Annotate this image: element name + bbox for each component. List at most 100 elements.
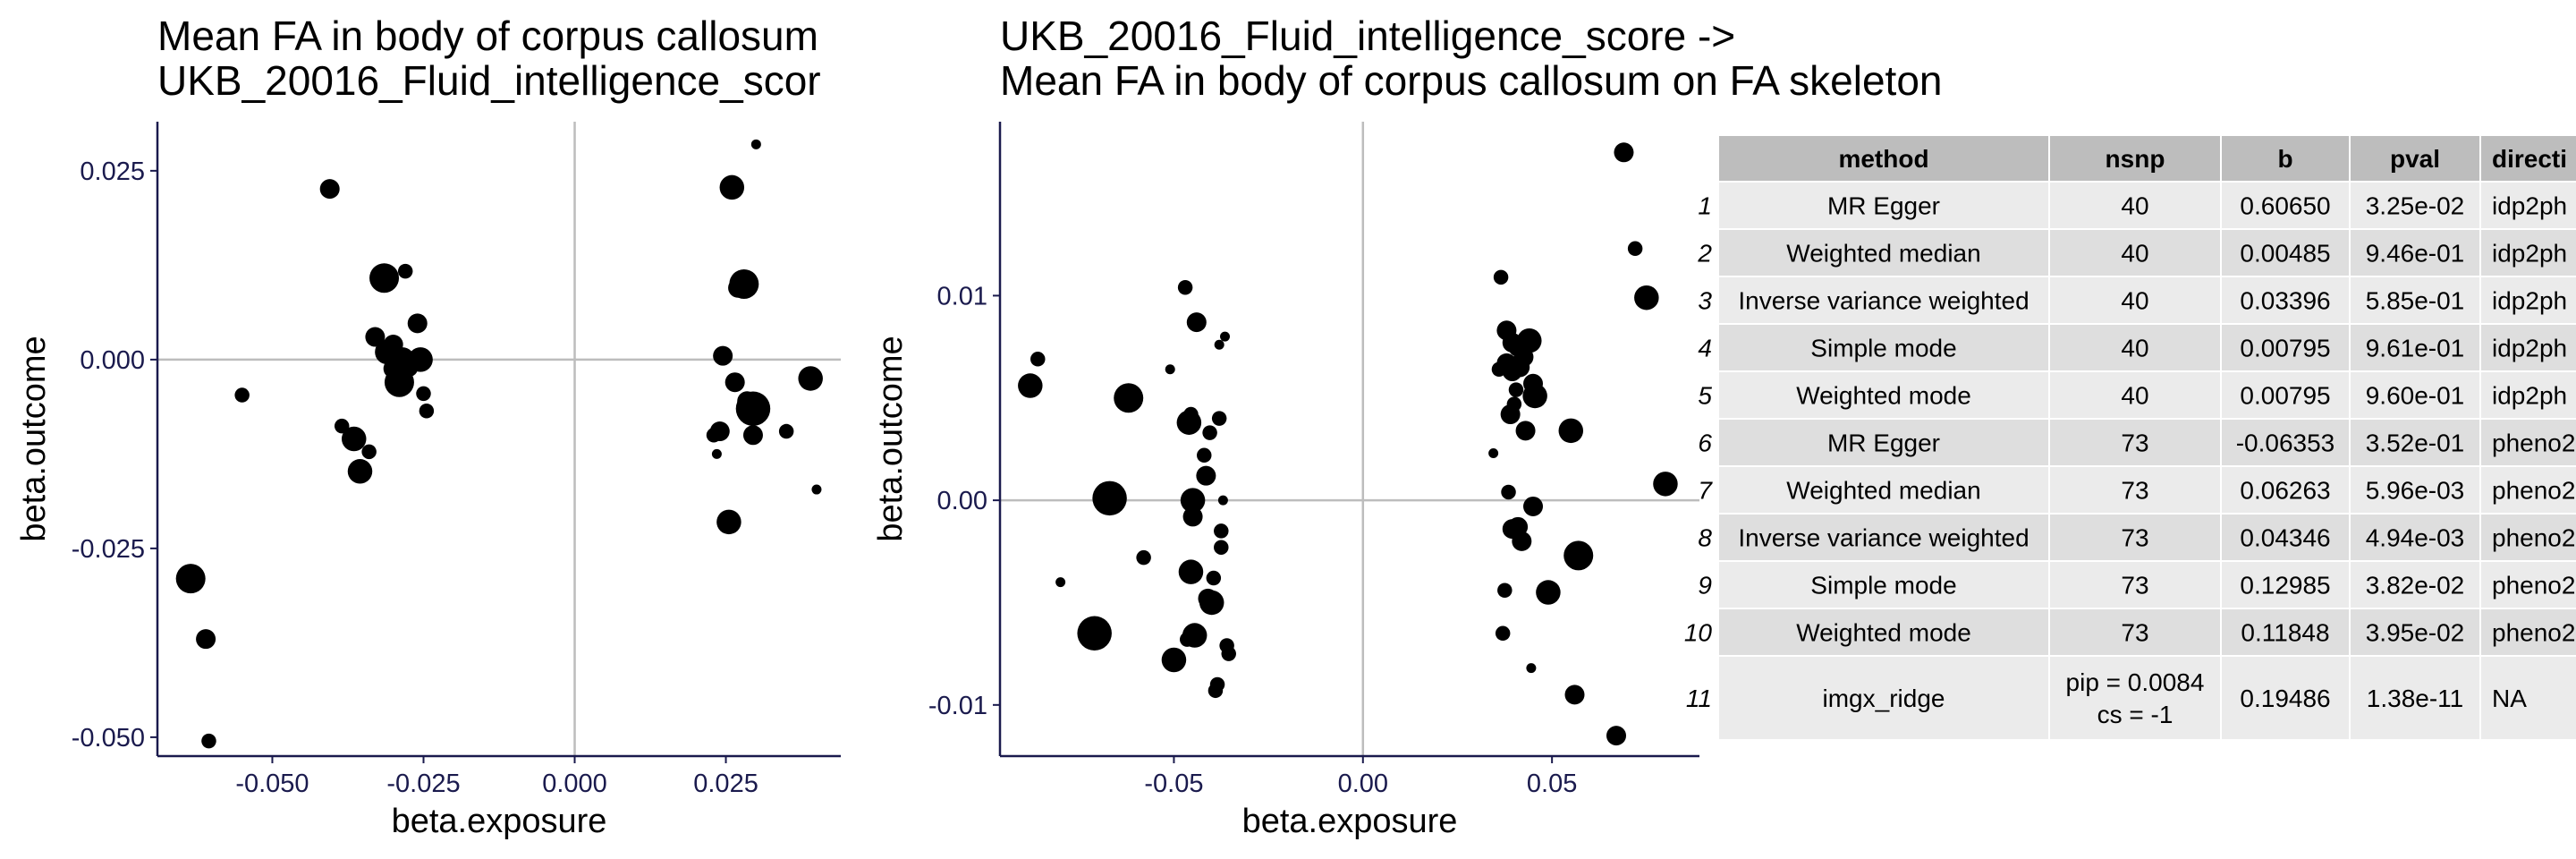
table-cell-nsnp: 40 [2121, 192, 2148, 220]
y-tick-label: 0.00 [937, 487, 987, 515]
scatter-point [1220, 331, 1231, 342]
table-cell-direction: idp2ph [2492, 335, 2567, 362]
scatter-point [1653, 472, 1678, 497]
table-cell [1719, 230, 2048, 276]
scatter-point [1214, 339, 1224, 350]
table-row-index: 1 [1698, 192, 1712, 220]
table-cell [2050, 230, 2220, 276]
table-row-index: 10 [1684, 619, 1713, 647]
table-cell-pval: 5.85e-01 [2366, 287, 2465, 315]
table-cell [1719, 372, 2048, 418]
table-cell-pval: 4.94e-03 [2366, 524, 2465, 552]
table-cell [2481, 609, 2576, 655]
table-cell [1719, 609, 2048, 655]
scatter-point [1214, 523, 1229, 539]
scatter-point [742, 425, 763, 446]
y-tick-label: 0.000 [80, 346, 145, 375]
table-cell [2351, 609, 2479, 655]
scatter-point [1614, 142, 1634, 163]
right-scatter-panel: UKB_20016_Fluid_intelligence_score -> Me… [872, 13, 1943, 840]
table-cell [2481, 515, 2576, 560]
table-cell [1719, 515, 2048, 560]
table-cell-nsnp: cs = -1 [2097, 701, 2174, 728]
table-header-pval: pval [2390, 145, 2440, 173]
scatter-point [1206, 570, 1222, 586]
table-cell-b: 0.00485 [2240, 240, 2330, 268]
table-row-index: 7 [1698, 477, 1713, 505]
scatter-point [750, 139, 761, 149]
table-cell [2222, 515, 2349, 560]
scatter-point [234, 387, 250, 403]
table-cell-b: 0.04346 [2240, 524, 2330, 552]
table-cell [1719, 183, 2048, 228]
scatter-point [1077, 616, 1112, 651]
scatter-point [724, 372, 745, 393]
table-header-direction: directi [2492, 145, 2567, 173]
table-cell [2050, 609, 2220, 655]
table-cell [2481, 277, 2576, 323]
table-cell-pval: 1.38e-11 [2367, 685, 2463, 712]
table-cell [2222, 183, 2349, 228]
scatter-point [1522, 383, 1547, 409]
table-row-index: 8 [1698, 524, 1712, 552]
scatter-point [1221, 646, 1236, 661]
table-cell [2351, 230, 2479, 276]
scatter-point [1497, 583, 1513, 598]
scatter-point [1564, 685, 1585, 705]
scatter-point [1493, 269, 1509, 285]
scatter-point [1178, 559, 1204, 584]
x-tick-label: 0.025 [693, 770, 758, 798]
table-cell-nsnp: 73 [2121, 430, 2148, 457]
scatter-point [729, 268, 759, 299]
table-cell [2481, 562, 2576, 608]
table-cell-method: Weighted median [1786, 477, 1980, 505]
table-cell [2222, 230, 2349, 276]
table-cell-method: Weighted median [1786, 240, 1980, 268]
table-cell [1719, 657, 2048, 739]
scatter-point [709, 421, 730, 442]
table-cell [2351, 562, 2479, 608]
table-header-b: b [2277, 145, 2292, 173]
table-row-index: 2 [1697, 240, 1712, 268]
scatter-point [407, 313, 428, 334]
table-cell-pval: 3.82e-02 [2366, 572, 2465, 600]
scatter-point [778, 423, 794, 439]
scatter-point [711, 448, 722, 459]
y-axis-title: beta.outcome [15, 336, 53, 541]
table-cell [2050, 420, 2220, 465]
table-cell [2222, 562, 2349, 608]
table-cell [1719, 420, 2048, 465]
table-cell-nsnp: 73 [2121, 477, 2148, 505]
table-cell-nsnp: 40 [2121, 335, 2148, 362]
scatter-point [1217, 495, 1228, 506]
scatter-point [719, 174, 745, 200]
table-row-index: 3 [1698, 287, 1712, 315]
table-cell-pval: 3.25e-02 [2366, 192, 2465, 220]
table-cell-nsnp: 40 [2121, 382, 2148, 410]
x-axis-title: beta.exposure [1242, 803, 1458, 840]
table-header-method: method [1838, 145, 1928, 173]
table-cell [2050, 515, 2220, 560]
table-cell [2222, 467, 2349, 513]
table-cell [2351, 467, 2479, 513]
table-row-index: 11 [1686, 685, 1712, 712]
scatter-point [1508, 382, 1524, 397]
y-tick-label: 0.025 [80, 157, 145, 186]
table-cell-b: 0.12985 [2240, 572, 2330, 600]
scatter-point [416, 386, 431, 402]
scatter-point [1495, 625, 1511, 642]
table-cell [2481, 372, 2576, 418]
scatter-point [1197, 447, 1212, 464]
x-tick-label: -0.025 [386, 770, 460, 798]
table-cell-direction: idp2ph [2492, 382, 2567, 410]
table-cell-b: 0.19486 [2240, 685, 2330, 712]
scatter-point [1165, 364, 1175, 375]
table-cell-b: 0.11848 [2241, 619, 2329, 647]
table-cell-b: 0.60650 [2240, 192, 2330, 220]
scatter-point [1563, 540, 1594, 571]
table-cell-nsnp: pip = 0.0084 [2066, 668, 2205, 696]
x-axis-title: beta.exposure [392, 803, 607, 840]
scatter-point [1536, 580, 1561, 605]
scatter-point [1182, 506, 1203, 527]
